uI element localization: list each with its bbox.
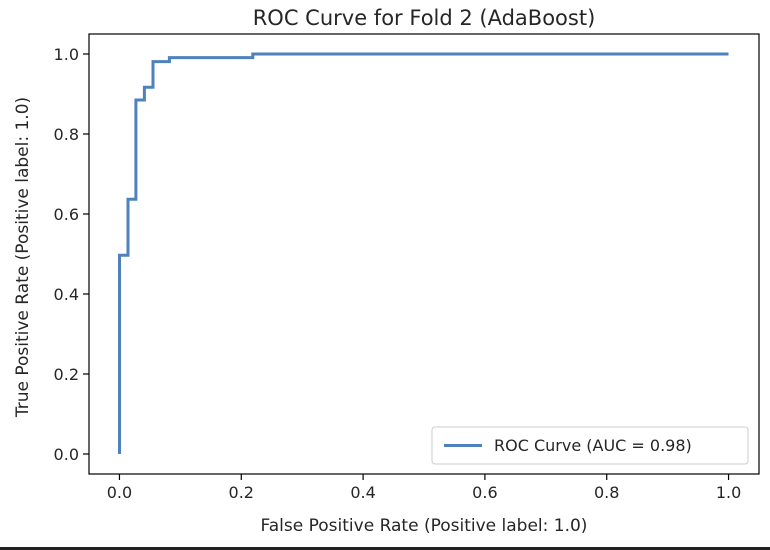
- y-tick-label: 1.0: [54, 45, 79, 64]
- x-axis-ticks: 0.0 0.2 0.4 0.6 0.8 1.0: [107, 474, 741, 502]
- x-tick-label: 0.8: [594, 483, 619, 502]
- x-tick-label: 0.0: [107, 483, 132, 502]
- chart-title: ROC Curve for Fold 2 (AdaBoost): [253, 6, 596, 30]
- y-tick-label: 0.4: [54, 285, 79, 304]
- x-tick-label: 0.6: [472, 483, 497, 502]
- x-tick-label: 0.2: [229, 483, 254, 502]
- legend: ROC Curve (AUC = 0.98): [431, 426, 749, 465]
- y-axis-label: True Positive Rate (Positive label: 1.0): [13, 97, 33, 418]
- x-tick-label: 0.4: [350, 483, 375, 502]
- y-tick-label: 0.8: [54, 125, 79, 144]
- series-group: [118, 52, 729, 454]
- y-tick-label: 0.2: [54, 365, 79, 384]
- y-tick-label: 0.0: [54, 445, 79, 464]
- x-axis-label: False Positive Rate (Positive label: 1.0…: [261, 516, 588, 536]
- legend-box: [431, 426, 749, 465]
- plot-area: [88, 33, 760, 475]
- roc-curve-line: [118, 52, 729, 454]
- x-tick-label: 1.0: [716, 483, 741, 502]
- y-tick-label: 0.6: [54, 205, 79, 224]
- window-bottom-edge: [0, 547, 770, 550]
- y-axis-ticks: 0.0 0.2 0.4 0.6 0.8 1.0: [54, 45, 89, 464]
- legend-label: ROC Curve (AUC = 0.98): [494, 436, 692, 455]
